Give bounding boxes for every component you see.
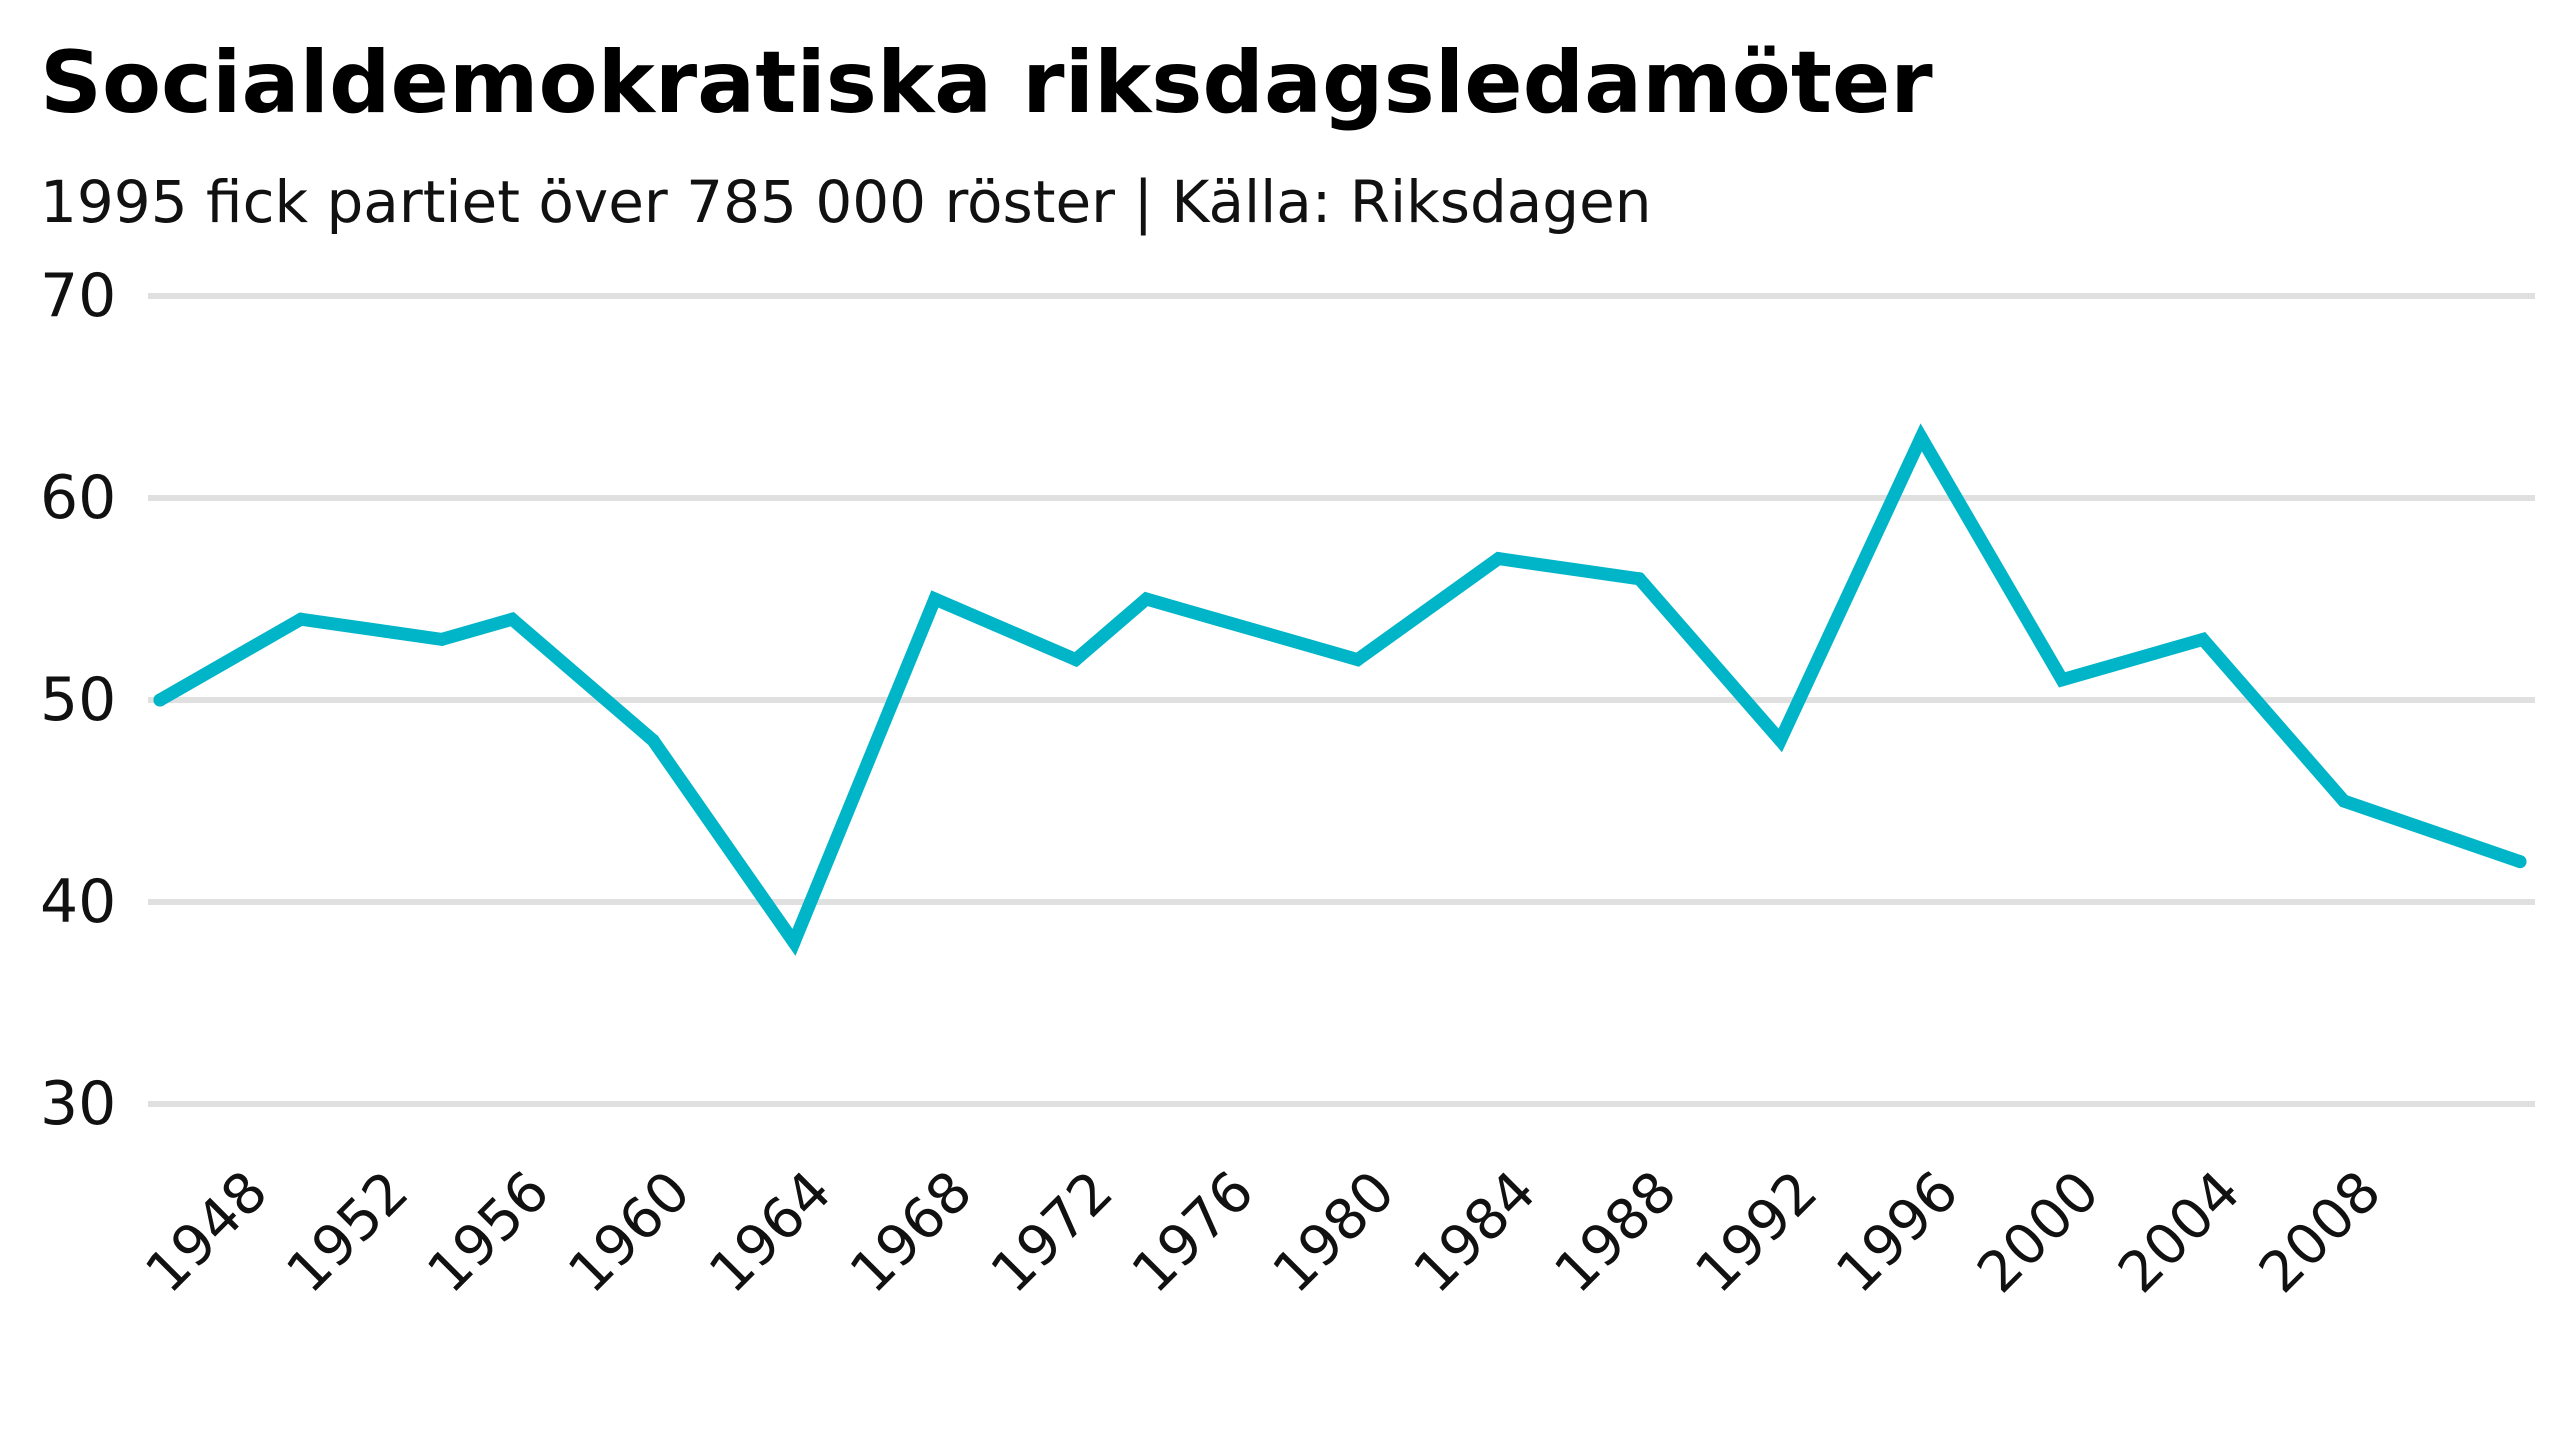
x-tick-label-1976: 1976 (1120, 1159, 1267, 1306)
data-point-2004 (2196, 632, 2210, 646)
series-group (153, 423, 2527, 956)
y-tick-label-50: 50 (40, 665, 116, 735)
data-point-1980 (1351, 653, 1365, 667)
y-tick-label-70: 70 (40, 261, 116, 331)
data-point-1992 (1773, 733, 1787, 747)
x-tick-label-1992: 1992 (1683, 1159, 1830, 1306)
x-axis-tick-labels: 1948195219561960196419681972197619801984… (134, 1159, 2394, 1306)
series-line-0 (153, 423, 2527, 956)
chart-title: Socialdemokratiska riksdagsledamöter (40, 33, 1933, 133)
x-tick-label-1964: 1964 (697, 1159, 844, 1306)
data-point-1972 (1069, 653, 1083, 667)
x-tick-label-1960: 1960 (556, 1159, 703, 1306)
x-tick-label-2004: 2004 (2106, 1159, 2253, 1306)
data-point-1946 (153, 693, 167, 707)
y-gridlines (148, 293, 2535, 1107)
data-point-1956 (505, 612, 519, 626)
y-tick-label-60: 60 (40, 463, 116, 533)
data-point-1976 (1210, 612, 1224, 626)
x-tick-label-1956: 1956 (415, 1159, 562, 1306)
data-point-1996 (1914, 430, 1928, 444)
data-point-1984 (1492, 552, 1506, 566)
chart-subtitle: 1995 fick partiet över 785 000 röster | … (40, 168, 1652, 236)
x-tick-label-1948: 1948 (134, 1159, 281, 1306)
data-point-1988 (1632, 572, 1646, 586)
data-point-2008 (2337, 794, 2351, 808)
y-tick-label-40: 40 (40, 867, 116, 937)
x-tick-label-1996: 1996 (1824, 1159, 1971, 1306)
x-tick-label-1952: 1952 (275, 1159, 422, 1306)
x-tick-label-2000: 2000 (1965, 1159, 2112, 1306)
x-tick-label-1968: 1968 (838, 1159, 985, 1306)
x-tick-label-1972: 1972 (979, 1159, 1126, 1306)
data-point-1968 (928, 592, 942, 606)
data-point-2000 (2055, 673, 2069, 687)
data-point-1960 (646, 733, 660, 747)
y-tick-label-30: 30 (40, 1069, 116, 1139)
x-tick-label-1988: 1988 (1543, 1159, 1690, 1306)
data-point-1950 (294, 612, 308, 626)
x-tick-label-2008: 2008 (2247, 1159, 2394, 1306)
data-point-1974 (1139, 592, 1153, 606)
y-axis-tick-labels: 30 40 50 60 70 (40, 261, 116, 1139)
data-point-1964 (787, 935, 801, 949)
x-tick-label-1984: 1984 (1402, 1159, 1549, 1306)
data-point-1954 (435, 632, 449, 646)
x-tick-label-1980: 1980 (1261, 1159, 1408, 1306)
data-point-2013 (2513, 855, 2527, 869)
